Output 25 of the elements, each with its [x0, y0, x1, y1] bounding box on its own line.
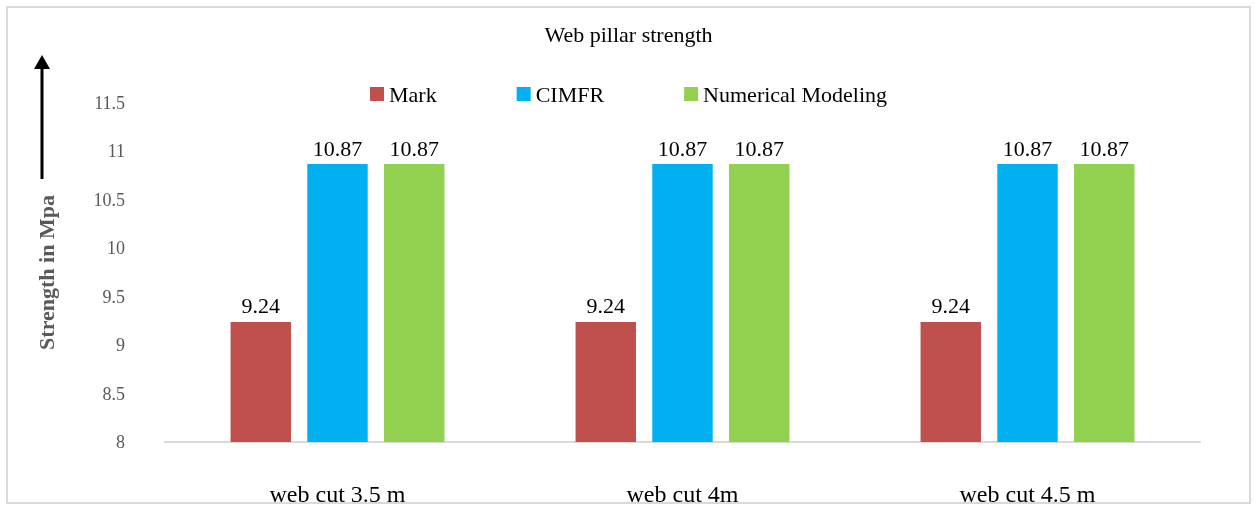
data-label: 9.24 — [586, 293, 626, 319]
legend-label: Mark — [388, 81, 437, 107]
data-label: 10.87 — [389, 135, 439, 161]
data-label: 10.87 — [1079, 135, 1129, 161]
y-tick-label: 8 — [116, 432, 125, 452]
y-tick-label: 9 — [116, 335, 125, 356]
y-tick-label: 11.5 — [94, 93, 125, 113]
y-tick-label: 10.5 — [93, 189, 125, 210]
y-tick-label: 11 — [107, 141, 125, 162]
data-label: 9.24 — [241, 293, 281, 319]
data-label: 10.87 — [1002, 135, 1053, 161]
data-label: 10.87 — [734, 135, 784, 161]
y-axis-title: Strength in Mpa — [33, 195, 59, 350]
x-tick-label: web cut 3.5 m — [269, 481, 406, 506]
data-label: 10.87 — [657, 135, 708, 161]
x-tick-label: web cut 4m — [626, 481, 739, 506]
chart-title: Web pillar strength — [544, 21, 713, 47]
x-tick-label: web cut 4.5 m — [959, 481, 1096, 506]
y-tick-label: 9.5 — [102, 286, 125, 307]
y-tick-label: 8.5 — [102, 383, 125, 404]
y-tick-label: 10 — [107, 238, 125, 259]
data-label: 10.87 — [312, 135, 363, 161]
legend-label: CIMFR — [535, 81, 605, 107]
data-label: 9.24 — [931, 293, 971, 319]
legend-label: Numerical Modeling — [703, 81, 888, 107]
